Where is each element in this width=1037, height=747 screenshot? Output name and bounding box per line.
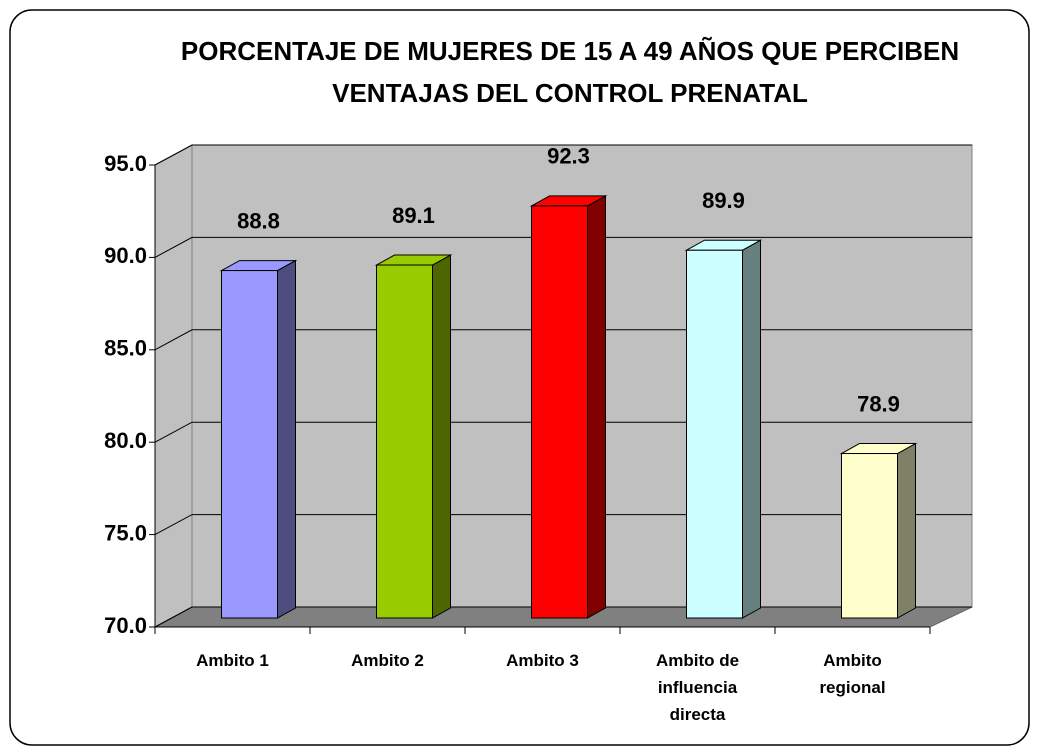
bar (839, 442, 918, 619)
side-wall (154, 144, 193, 628)
bar-side (432, 254, 451, 619)
bar-side (587, 195, 606, 619)
value-label: 92.3 (547, 144, 590, 169)
bar (684, 239, 763, 619)
bar-front (221, 270, 278, 619)
x-tick-label: Ambito regional (819, 651, 886, 697)
x-tick-label: Ambito de influencia directa (655, 651, 740, 724)
y-tick-label: 80.0 (104, 428, 147, 453)
y-tick-label: 90.0 (104, 243, 147, 268)
value-label: 89.9 (702, 188, 745, 213)
bar (374, 254, 453, 619)
bar (529, 195, 608, 619)
bar-front (841, 453, 898, 619)
bar-front (686, 249, 743, 619)
y-tick-label: 75.0 (104, 520, 147, 545)
chart-title: PORCENTAJE DE MUJERES DE 15 A 49 AÑOS QU… (180, 36, 960, 108)
grid-line (154, 144, 972, 166)
bar-side (277, 259, 296, 619)
x-tick-label: Ambito 2 (351, 651, 424, 670)
grid-line (154, 236, 972, 258)
x-tick-label: Ambito 3 (506, 651, 579, 670)
bar (219, 259, 298, 619)
value-label: 89.1 (392, 203, 435, 228)
y-tick-label: 70.0 (104, 613, 147, 638)
x-tick-label: Ambito 1 (196, 651, 269, 670)
value-label: 88.8 (237, 208, 280, 233)
bar-side (742, 239, 761, 619)
bar-front (376, 264, 433, 619)
y-tick-label: 95.0 (104, 151, 147, 176)
bar-front (531, 205, 588, 619)
value-label: 78.9 (857, 391, 900, 416)
y-tick-label: 85.0 (104, 336, 147, 361)
bar-side (897, 442, 916, 619)
